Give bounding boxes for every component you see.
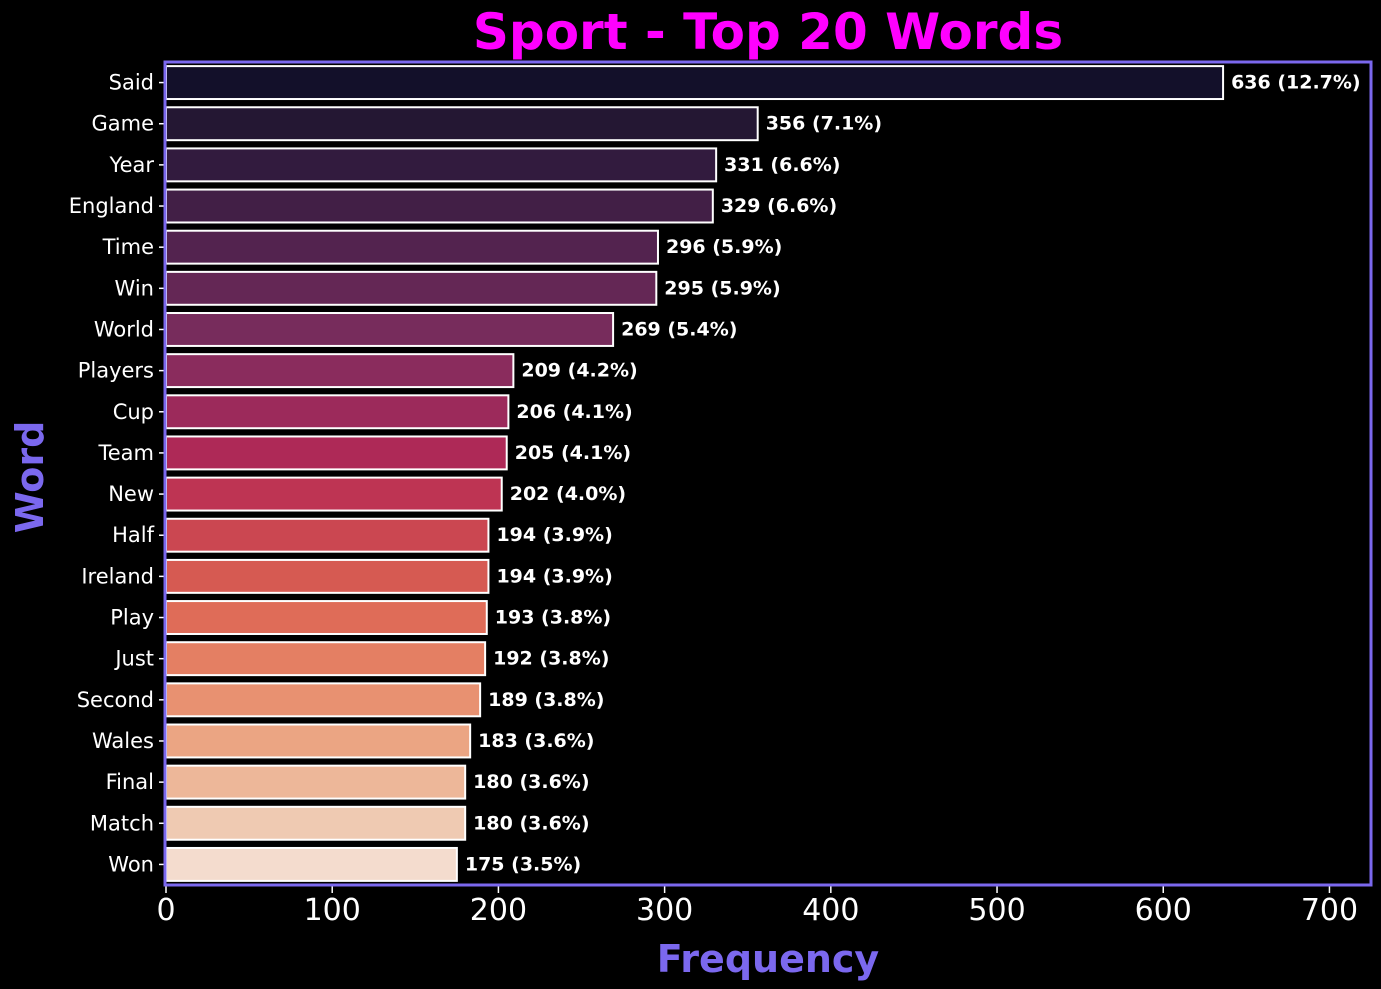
x-tick-label-500: 500: [968, 893, 1025, 928]
value-label-time: 296 (5.9%): [666, 236, 782, 258]
value-label-wales: 183 (3.6%): [478, 730, 594, 752]
value-labels-group: 636 (12.7%) 356 (7.1%) 331 (6.6%) 329 (6.6%…: [465, 72, 1361, 876]
value-label-england: 329 (6.6%): [721, 195, 837, 217]
bar-world: [165, 312, 615, 347]
bars-group: [165, 65, 1225, 882]
x-tick-label-0: 0: [156, 893, 175, 928]
value-label-match: 180 (3.6%): [473, 812, 589, 834]
category-label-time: Time: [102, 235, 154, 259]
category-label-game: Game: [91, 112, 154, 136]
value-label-year: 331 (6.6%): [724, 154, 840, 176]
bar-new: [165, 476, 503, 512]
value-label-team: 205 (4.1%): [515, 442, 631, 464]
value-label-ireland: 194 (3.9%): [496, 565, 612, 587]
value-label-game: 356 (7.1%): [766, 113, 882, 135]
bar-team: [165, 435, 508, 471]
plot-frame: [163, 60, 1373, 887]
bar-wales: [165, 723, 472, 759]
x-tick-label-600: 600: [1135, 893, 1192, 928]
x-tick-label-100: 100: [304, 893, 361, 928]
category-label-play: Play: [110, 606, 154, 630]
bar-england: [165, 188, 714, 224]
value-label-world: 269 (5.4%): [621, 318, 737, 340]
bar-said: [165, 65, 1225, 101]
chart-title: Sport - Top 20 Words: [473, 3, 1063, 61]
category-label-england: England: [69, 194, 154, 218]
bar-half: [165, 517, 490, 553]
bar-just: [165, 641, 487, 677]
x-axis-label: Frequency: [657, 937, 880, 981]
category-label-final: Final: [106, 770, 154, 794]
category-label-won: Won: [108, 852, 154, 876]
bar-play: [165, 600, 488, 635]
category-label-team: Team: [97, 441, 154, 465]
x-tick-label-400: 400: [802, 893, 859, 928]
value-label-said: 636 (12.7%): [1231, 72, 1361, 94]
value-label-second: 189 (3.8%): [488, 689, 604, 711]
category-label-wales: Wales: [92, 729, 154, 753]
bar-game: [165, 106, 759, 142]
category-label-players: Players: [78, 359, 154, 383]
bar-final: [165, 764, 467, 800]
y-axis-label: Word: [8, 421, 52, 534]
value-label-players: 209 (4.2%): [521, 360, 637, 382]
category-labels-group: Said Game Year England Time Win World Players Cu…: [69, 71, 165, 876]
category-label-win: Win: [115, 276, 154, 300]
x-tick-label-200: 200: [470, 893, 527, 928]
category-label-world: World: [94, 317, 154, 341]
value-label-won: 175 (3.5%): [465, 853, 581, 875]
category-label-new: New: [108, 482, 154, 506]
bar-ireland: [165, 558, 490, 594]
x-axis-ticks-group: 0 100 200 300 400 500 600 700: [156, 886, 1358, 928]
category-label-ireland: Ireland: [81, 564, 154, 588]
category-label-second: Second: [77, 688, 154, 712]
value-label-cup: 206 (4.1%): [516, 401, 632, 423]
category-label-said: Said: [109, 71, 154, 95]
value-label-new: 202 (4.0%): [510, 483, 626, 505]
value-label-play: 193 (3.8%): [495, 607, 611, 629]
value-label-final: 180 (3.6%): [473, 771, 589, 793]
bar-players: [165, 353, 515, 389]
category-label-just: Just: [113, 647, 154, 671]
bar-second: [165, 682, 482, 718]
bar-time: [165, 229, 659, 265]
category-label-half: Half: [112, 523, 154, 547]
value-label-win: 295 (5.9%): [664, 277, 780, 299]
category-label-cup: Cup: [113, 400, 154, 424]
category-label-year: Year: [109, 153, 155, 177]
x-tick-label-700: 700: [1301, 893, 1358, 928]
bar-win: [165, 270, 658, 306]
bar-match: [165, 805, 467, 841]
bar-cup: [165, 394, 510, 430]
bar-won: [165, 846, 458, 882]
category-label-match: Match: [90, 811, 154, 835]
x-tick-label-300: 300: [636, 893, 693, 928]
bar-year: [165, 147, 718, 183]
value-label-just: 192 (3.8%): [493, 648, 609, 670]
value-label-half: 194 (3.9%): [496, 524, 612, 546]
